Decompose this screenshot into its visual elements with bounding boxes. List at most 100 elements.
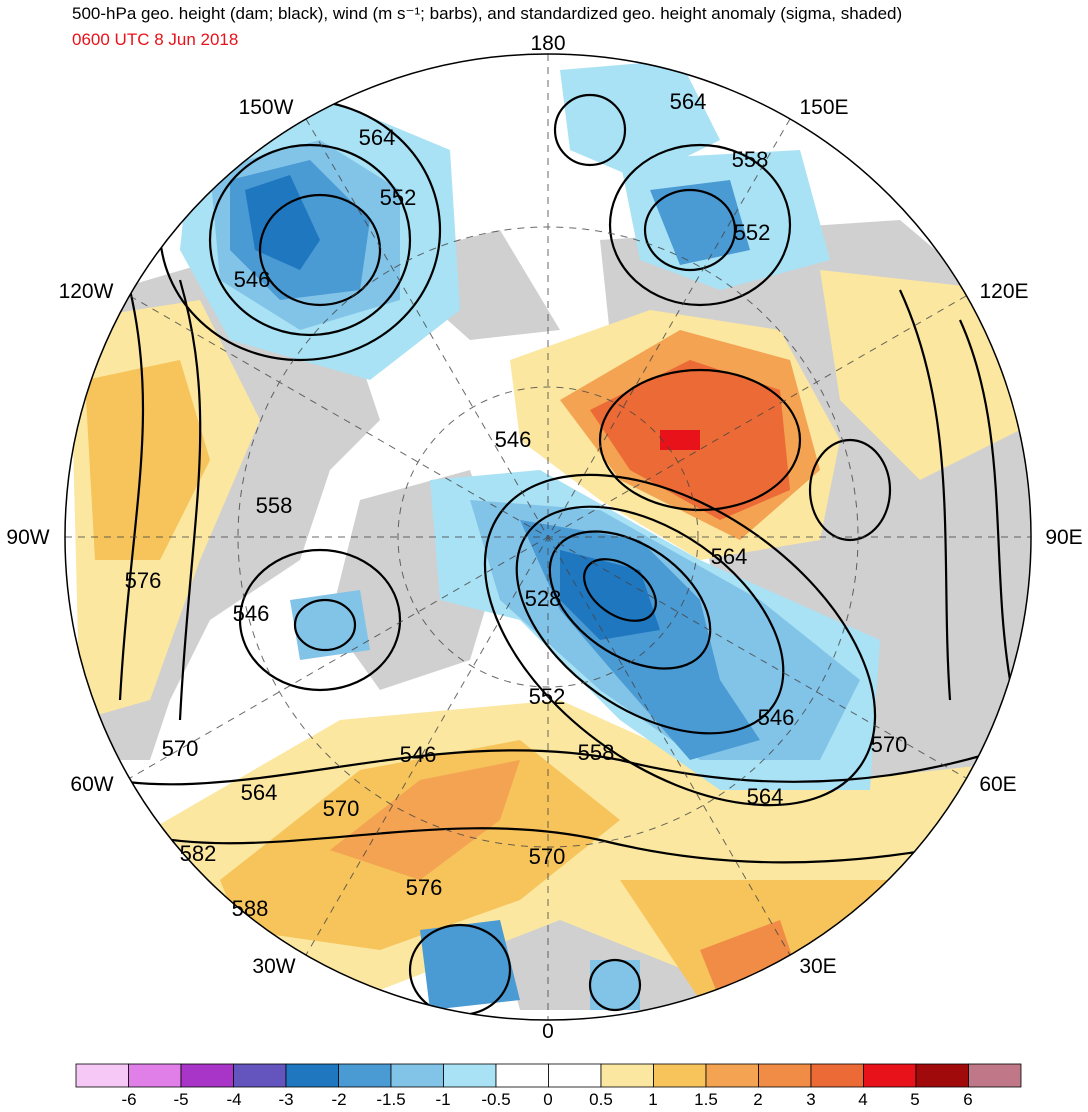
contour-okhotsk-1	[643, 188, 737, 272]
colorbar-swatch	[495, 1063, 549, 1088]
contour-label: 576	[405, 875, 443, 900]
graticule	[65, 54, 1031, 1020]
height-contours	[69, 93, 1031, 1017]
contour-label: 552	[379, 185, 417, 210]
contour-ridge-1	[69, 738, 1031, 786]
neg-anomaly-bering	[560, 60, 720, 180]
colorbar-tick: 3	[806, 1090, 816, 1109]
colorbar-tick: 5	[910, 1090, 920, 1109]
contour-arctic-low-4	[483, 473, 877, 807]
contour-med	[588, 958, 642, 1012]
contour-label: 546	[232, 601, 270, 626]
lon-label-180: 180	[530, 32, 566, 55]
pos4-siberia-core	[660, 430, 700, 450]
pos-anomaly-east	[820, 270, 1020, 480]
contour-label: 564	[746, 784, 784, 809]
latitude-circle-70	[397, 386, 699, 688]
contour-east-1	[899, 289, 952, 701]
map-disk	[65, 54, 1031, 1020]
contour-label: 588	[231, 896, 269, 921]
contour-label: 564	[240, 780, 278, 805]
contour-label: 564	[358, 125, 396, 150]
colorbar-swatch	[810, 1063, 864, 1088]
contour-siberia-high	[598, 368, 802, 512]
valid-time: 0600 UTC 8 Jun 2018	[72, 30, 239, 49]
colorbar-tick: -4	[226, 1090, 242, 1109]
colorbar-swatch	[758, 1063, 812, 1088]
meridian-120e-60w	[129, 295, 967, 779]
colorbar-tick: -3	[278, 1090, 294, 1109]
colorbar-tick: 0	[543, 1090, 553, 1109]
contour-label: 558	[731, 147, 769, 172]
contour-baffin-1	[293, 598, 357, 652]
contour-label: 570	[870, 732, 908, 757]
colorbar-tick: -2	[331, 1090, 347, 1109]
colorbar-tick: -5	[173, 1090, 189, 1109]
colorbar-tick: 0.5	[589, 1090, 613, 1109]
pos1-west-na	[85, 360, 210, 560]
neg-anomaly-iberia	[420, 920, 520, 1010]
contour-gulf-alaska-2	[208, 143, 412, 337]
colorbar-swatch	[233, 1063, 287, 1088]
contour-baffin-2	[238, 548, 402, 692]
colorbar-tick: 1	[648, 1090, 658, 1109]
contour-okhotsk-2	[608, 143, 792, 307]
contour-bering	[553, 93, 627, 167]
colorbar-swatch	[285, 1063, 339, 1088]
colorbar-tick: -6	[121, 1090, 137, 1109]
contour-siberia-ring	[808, 438, 892, 542]
colorbar-tick: 2	[753, 1090, 763, 1109]
colorbar	[75, 1063, 1022, 1088]
colorbar-swatch	[443, 1063, 497, 1088]
colorbar-tick: 6	[963, 1090, 973, 1109]
colorbar-swatch	[915, 1063, 969, 1088]
colorbar-tick: -1.5	[376, 1090, 406, 1109]
contour-west-na-2	[178, 279, 202, 721]
contour-label: 570	[322, 796, 360, 821]
colorbar-swatch	[180, 1063, 234, 1088]
lon-label-150w: 150W	[238, 96, 294, 119]
contour-arctic-low-3	[515, 505, 785, 735]
contour-label: 552	[528, 684, 566, 709]
map-boundary	[64, 53, 1032, 1021]
lon-label-120w: 120W	[58, 280, 114, 303]
lon-label-60e: 60E	[979, 773, 1017, 796]
neg-anomaly-baffin	[290, 590, 370, 660]
contour-label: 546	[757, 705, 795, 730]
lon-label-150e: 150E	[799, 96, 849, 119]
latitude-circle-50	[237, 226, 859, 848]
contour-arctic-low-2	[548, 530, 712, 670]
colorbar-tick: 1.5	[694, 1090, 718, 1109]
lon-label-120e: 120E	[979, 280, 1029, 303]
lon-label-60w: 60W	[70, 773, 114, 796]
contour-label: 558	[577, 740, 615, 765]
contour-label: 552	[733, 220, 771, 245]
contour-label: 546	[233, 267, 271, 292]
neg2-okhotsk	[650, 180, 750, 265]
colorbar-swatch	[548, 1063, 602, 1088]
neg2-5-gulf-alaska-core	[245, 175, 320, 270]
colorbar-swatch	[128, 1063, 182, 1088]
colorbar-swatch	[338, 1063, 392, 1088]
chart-title: 500-hPa geo. height (dam; black), wind (…	[72, 4, 903, 23]
lon-label-30w: 30W	[252, 955, 296, 978]
neg-anomaly-med	[590, 960, 640, 1010]
contour-label: 528	[524, 586, 562, 611]
lon-label-30e: 30E	[799, 955, 837, 978]
colorbar-swatch	[968, 1063, 1022, 1088]
contour-label: 570	[161, 736, 199, 761]
contour-label: 558	[255, 493, 293, 518]
contour-label: 546	[399, 742, 437, 767]
lon-label-90w: 90W	[6, 526, 50, 549]
colorbar-swatch	[600, 1063, 654, 1088]
contour-label: 564	[710, 544, 748, 569]
colorbar-tick: 4	[858, 1090, 868, 1109]
colorbar-swatch	[705, 1063, 759, 1088]
colorbar-swatch	[863, 1063, 917, 1088]
contour-ridge-2	[89, 818, 1031, 864]
contour-gulf-alaska-1	[258, 193, 382, 307]
contour-label: 564	[669, 89, 707, 114]
contour-arctic-low-1	[583, 558, 657, 622]
lon-label-0: 0	[542, 1020, 554, 1043]
